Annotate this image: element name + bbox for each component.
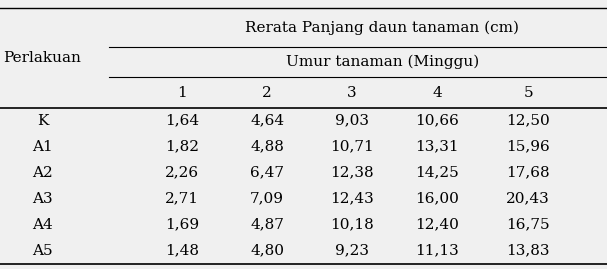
Text: A1: A1 — [32, 140, 53, 154]
Text: 12,40: 12,40 — [415, 218, 459, 232]
Text: Umur tanaman (Minggu): Umur tanaman (Minggu) — [286, 55, 479, 69]
Text: K: K — [37, 114, 48, 128]
Text: 9,23: 9,23 — [335, 244, 369, 258]
Text: 4,64: 4,64 — [250, 114, 284, 128]
Text: 20,43: 20,43 — [506, 192, 550, 206]
Text: 1: 1 — [177, 86, 187, 100]
Text: 4,88: 4,88 — [250, 140, 284, 154]
Text: 9,03: 9,03 — [335, 114, 369, 128]
Text: 14,25: 14,25 — [415, 166, 459, 180]
Text: 17,68: 17,68 — [506, 166, 550, 180]
Text: 13,83: 13,83 — [506, 244, 550, 258]
Text: 12,38: 12,38 — [330, 166, 374, 180]
Text: Rerata Panjang daun tanaman (cm): Rerata Panjang daun tanaman (cm) — [245, 20, 520, 35]
Text: 4: 4 — [432, 86, 442, 100]
Text: 15,96: 15,96 — [506, 140, 550, 154]
Text: 11,13: 11,13 — [415, 244, 459, 258]
Text: A3: A3 — [32, 192, 53, 206]
Text: 12,43: 12,43 — [330, 192, 374, 206]
Text: 1,82: 1,82 — [165, 140, 199, 154]
Text: 10,71: 10,71 — [330, 140, 374, 154]
Text: 2,26: 2,26 — [165, 166, 199, 180]
Text: 1,48: 1,48 — [165, 244, 199, 258]
Text: 16,00: 16,00 — [415, 192, 459, 206]
Text: 4,80: 4,80 — [250, 244, 284, 258]
Text: 3: 3 — [347, 86, 357, 100]
Text: 16,75: 16,75 — [506, 218, 550, 232]
Text: 10,18: 10,18 — [330, 218, 374, 232]
Text: 2,71: 2,71 — [165, 192, 199, 206]
Text: Perlakuan: Perlakuan — [4, 51, 81, 65]
Text: 4,87: 4,87 — [250, 218, 284, 232]
Text: 1,64: 1,64 — [165, 114, 199, 128]
Text: 13,31: 13,31 — [415, 140, 459, 154]
Text: 6,47: 6,47 — [250, 166, 284, 180]
Text: 7,09: 7,09 — [250, 192, 284, 206]
Text: 10,66: 10,66 — [415, 114, 459, 128]
Text: 12,50: 12,50 — [506, 114, 550, 128]
Text: 1,69: 1,69 — [165, 218, 199, 232]
Text: A5: A5 — [32, 244, 53, 258]
Text: 2: 2 — [262, 86, 272, 100]
Text: 5: 5 — [523, 86, 533, 100]
Text: A4: A4 — [32, 218, 53, 232]
Text: A2: A2 — [32, 166, 53, 180]
